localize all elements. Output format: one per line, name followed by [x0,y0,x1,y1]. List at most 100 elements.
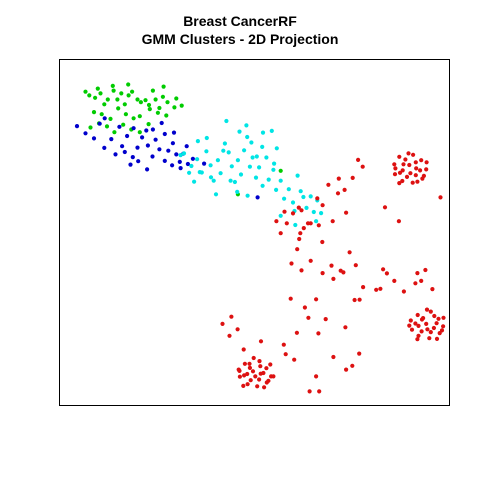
cluster-4-point [407,162,412,168]
cluster-4-point [392,162,397,167]
cluster-1-point [137,130,142,135]
data-points-layer [74,82,446,394]
cluster-1-point [165,100,170,105]
cluster-4-point [438,195,443,200]
cluster-4-point [374,287,379,292]
cluster-4-point [357,297,362,302]
cluster-4-point [350,175,355,180]
cluster-4-point [436,316,441,321]
cluster-3-point [235,189,240,194]
cluster-3-point [311,209,316,215]
cluster-4-point [421,173,426,178]
cluster-3-point [260,130,266,135]
cluster-3-point [269,128,274,133]
cluster-4-point [342,187,347,192]
cluster-4-point [428,309,433,314]
cluster-4-point [431,325,436,331]
cluster-4-point [241,347,246,352]
cluster-2-point [120,144,125,149]
cluster-4-point [292,357,297,362]
cluster-4-point [421,316,426,321]
cluster-3-point [244,123,249,128]
cluster-3-point [250,155,255,160]
cluster-1-point [123,112,128,117]
cluster-4-point [441,315,446,320]
cluster-4-point [401,289,406,294]
cluster-2-point [136,159,141,164]
cluster-3-point [238,172,244,177]
cluster-2-point [150,154,155,159]
cluster-4-point [424,160,429,165]
cluster-3-point [237,129,242,134]
cluster-4-point [335,191,341,196]
cluster-4-point [434,321,439,326]
cluster-3-point [195,157,200,162]
cluster-1-point [116,106,121,111]
cluster-4-point [423,267,428,273]
cluster-3-point [301,194,306,200]
cluster-4-point [357,351,362,356]
cluster-4-point [397,154,402,159]
cluster-4-point [415,337,420,342]
cluster-4-point [316,223,321,228]
cluster-4-point [427,336,432,341]
cluster-4-point [430,287,435,292]
cluster-4-point [320,203,325,208]
cluster-1-point [87,93,92,98]
cluster-4-point [326,182,331,187]
cluster-4-point [419,329,424,334]
cluster-2-point [159,120,164,126]
cluster-2-point [91,136,97,141]
cluster-4-point [247,361,252,366]
cluster-4-point [352,297,357,303]
cluster-4-point [415,312,420,318]
cluster-4-point [353,263,358,268]
cluster-4-point [406,151,411,156]
cluster-3-point [298,189,303,194]
cluster-4-point [229,314,234,319]
cluster-2-point [170,163,175,168]
cluster-2-point [145,143,150,148]
cluster-4-point [274,219,279,224]
cluster-4-point [413,281,418,286]
cluster-3-point [204,149,209,154]
cluster-1-point [110,83,115,88]
cluster-2-point [125,133,130,139]
cluster-3-point [204,135,209,141]
cluster-4-point [297,236,302,242]
cluster-4-point [258,364,263,369]
cluster-3-point [187,170,192,175]
cluster-1-point [88,125,93,130]
cluster-4-point [289,261,294,266]
cluster-1-point [126,82,131,87]
cluster-4-point [301,226,306,231]
cluster-1-point [137,114,142,119]
cluster-3-point [282,196,287,201]
cluster-1-point [138,100,143,105]
cluster-4-point [247,365,252,370]
cluster-2-point [190,156,195,161]
cluster-4-point [360,164,365,169]
cluster-2-point [135,145,140,150]
cluster-4-point [408,171,413,176]
cluster-4-point [336,176,341,181]
cluster-1-point [131,116,136,121]
cluster-3-point [218,171,223,176]
cluster-4-point [403,157,408,162]
cluster-1-point [179,103,184,108]
cluster-4-point [392,278,397,283]
cluster-3-point [308,194,313,199]
cluster-3-point [189,163,194,169]
cluster-4-point [439,328,445,333]
cluster-4-point [235,327,240,332]
cluster-4-point [350,363,355,368]
cluster-3-point [266,177,271,182]
cluster-4-point [257,377,262,382]
cluster-4-point [361,285,366,290]
cluster-3-point [208,163,213,168]
cluster-4-point [227,333,232,338]
cluster-1-point [130,89,135,94]
cluster-2-point [117,124,122,129]
cluster-3-point [271,167,276,172]
cluster-3-point [213,192,219,197]
